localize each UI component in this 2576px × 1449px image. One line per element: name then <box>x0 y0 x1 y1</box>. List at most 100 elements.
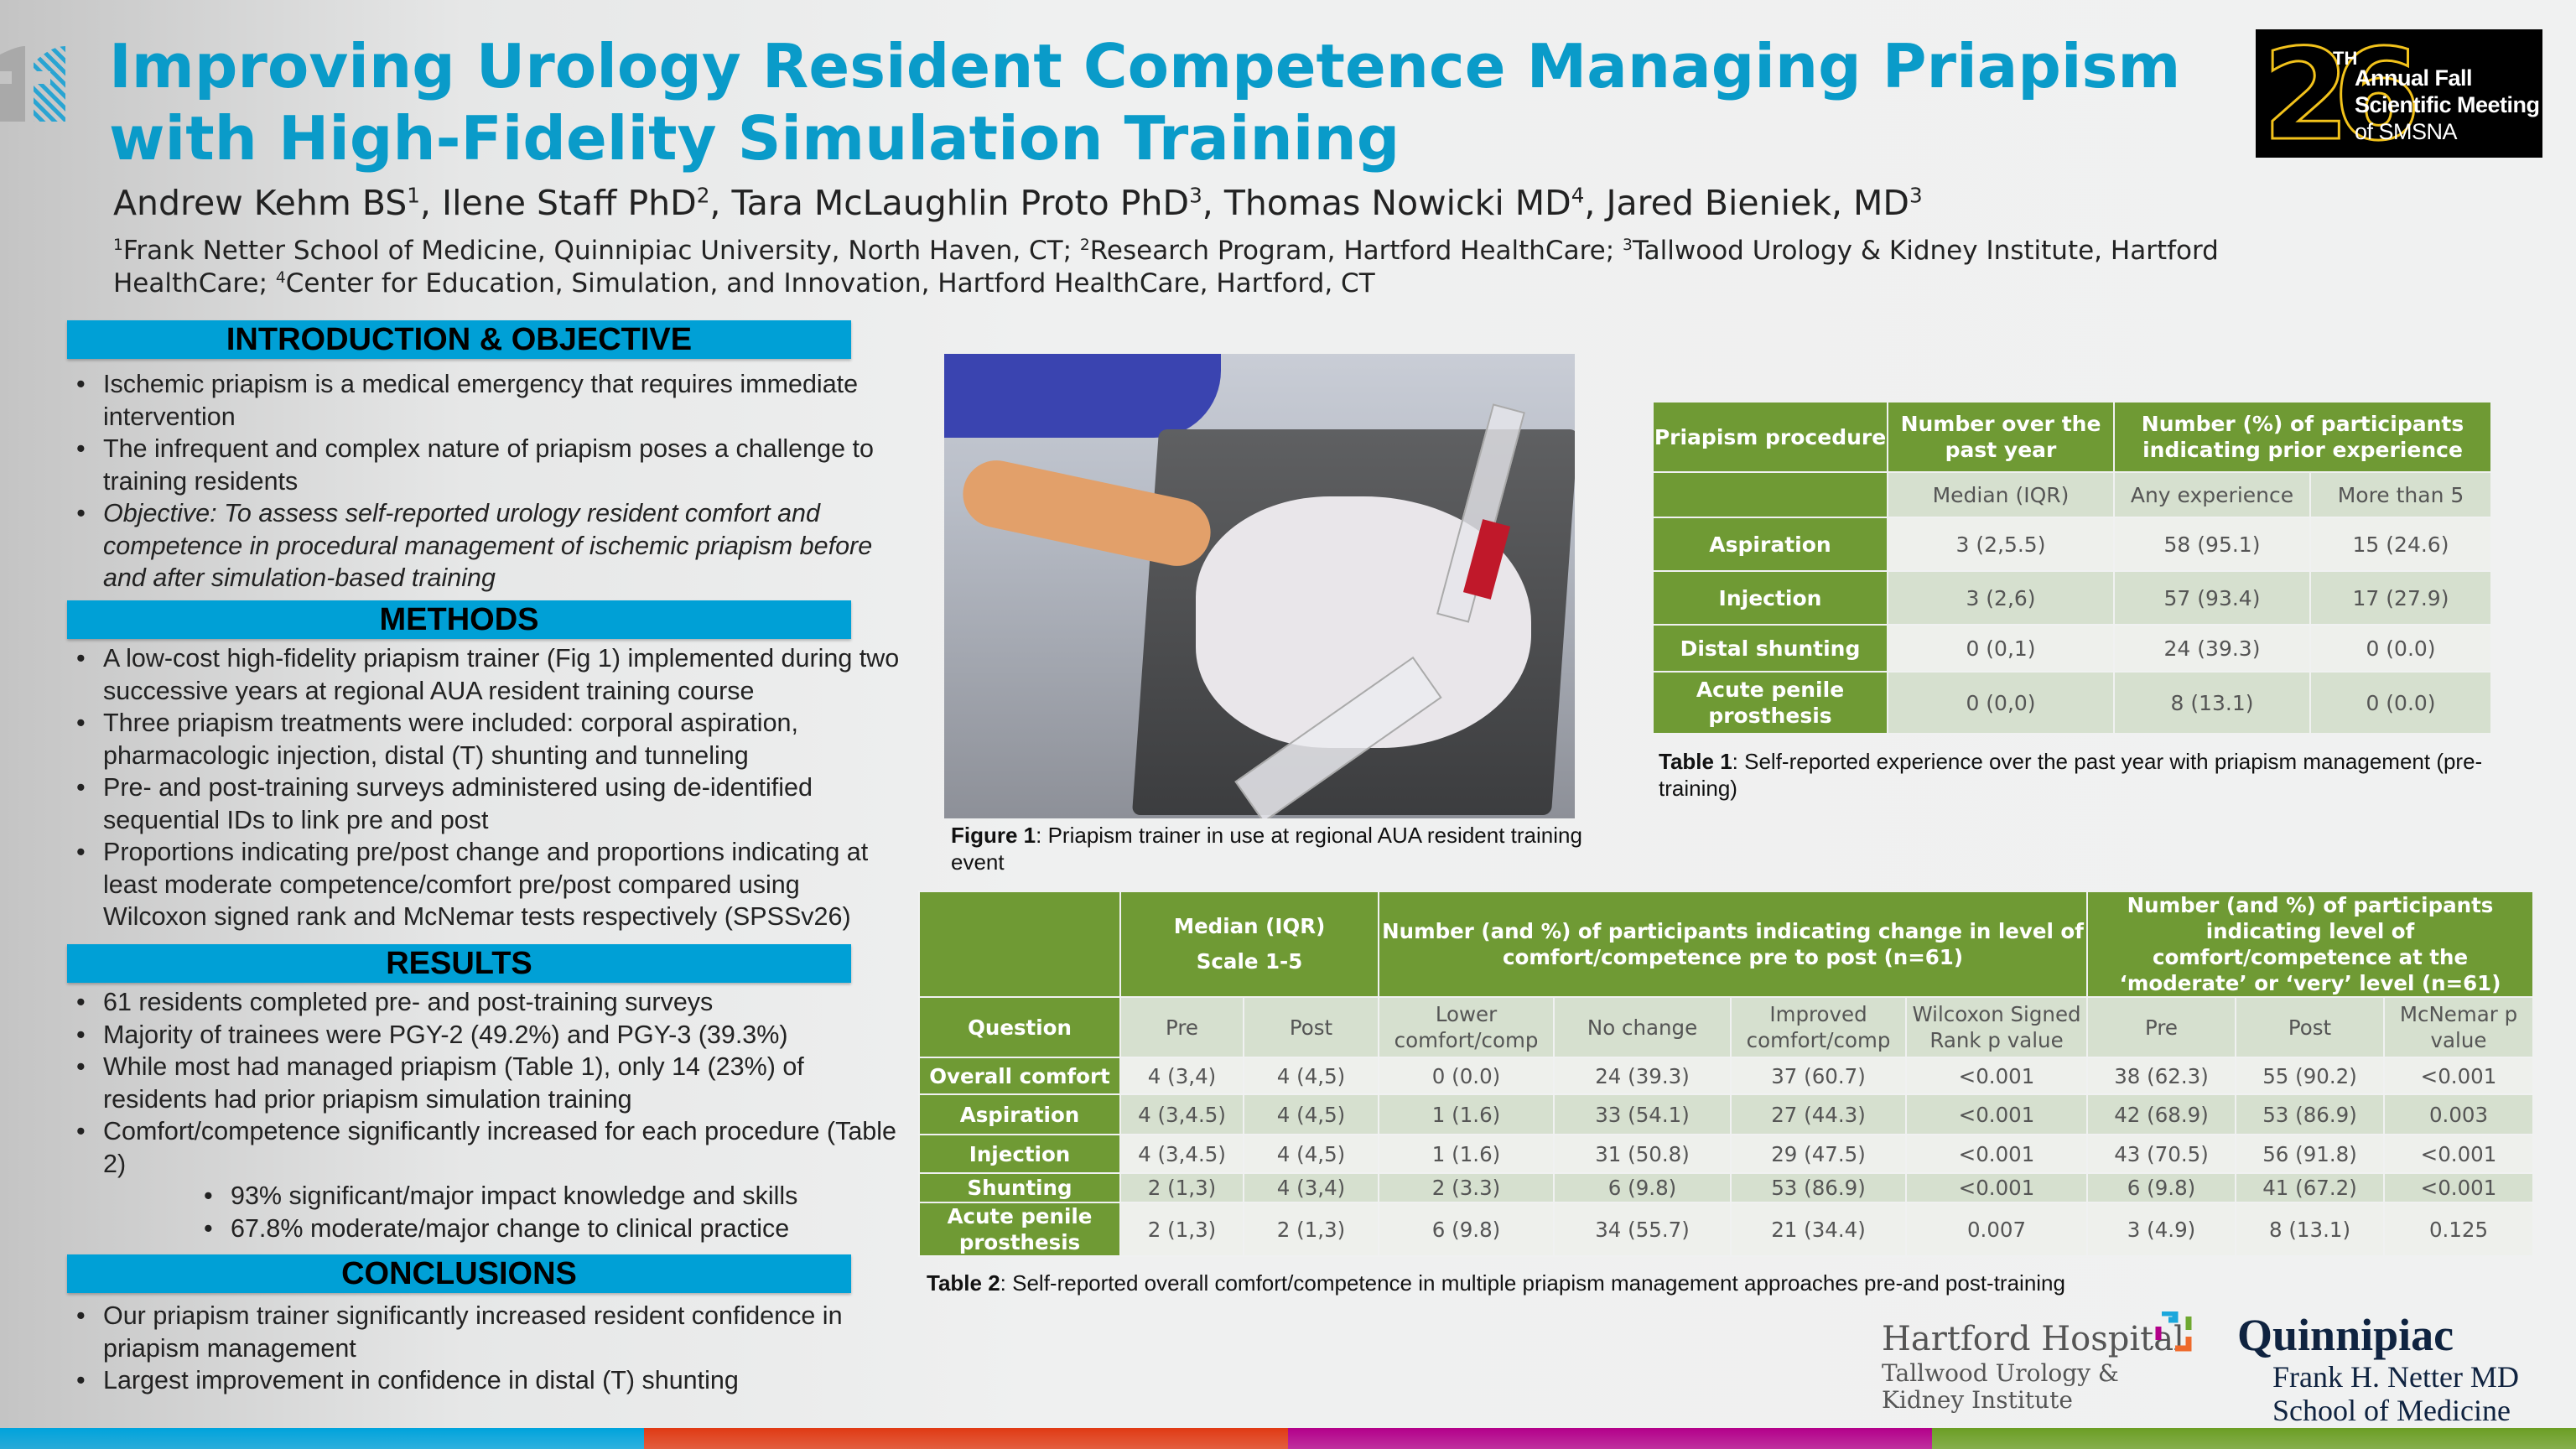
table-cell: 3 (2,6) <box>1887 570 2115 626</box>
logo-line: School of Medicine <box>2272 1394 2511 1427</box>
bullet-item: Objective: To assess self-reported urolo… <box>71 497 901 595</box>
logo-line: Hartford Hospital <box>1882 1320 2184 1358</box>
table-cell: 53 (86.9) <box>2235 1093 2386 1135</box>
subheader-cell: Lower comfort/comp <box>1378 996 1555 1058</box>
bullet-item: Majority of trainees were PGY-2 (49.2%) … <box>71 1019 901 1052</box>
poster-title: Improving Urology Resident Competence Ma… <box>109 30 2239 174</box>
table-cell: 42 (68.9) <box>2086 1093 2237 1135</box>
header-line: Median (IQR) <box>1173 914 1326 938</box>
row-label: Acute penile prosthesis <box>1652 671 1888 735</box>
intro-bullets: Ischemic priapism is a medical emergency… <box>71 368 901 595</box>
subheader-cell: Post <box>2235 996 2386 1058</box>
conclusions-bullets: Our priapism trainer significantly incre… <box>71 1300 901 1397</box>
author-list: Andrew Kehm BS1, Ilene Staff PhD2, Tara … <box>113 183 1923 223</box>
bullet-item: The infrequent and complex nature of pri… <box>71 433 901 497</box>
affiliation-text: Tallwood Urology & Kidney Institute, Har… <box>113 236 2219 299</box>
table-cell: 33 (54.1) <box>1553 1093 1732 1135</box>
logo-line: of SMSNA <box>2355 119 2458 144</box>
table-cell: 6 (9.8) <box>1378 1202 1555 1257</box>
bullet-item: While most had managed priapism (Table 1… <box>71 1051 901 1115</box>
header-line: Scale 1-5 <box>1196 949 1303 974</box>
bullet-item: Ischemic priapism is a medical emergency… <box>71 368 901 433</box>
header-cell: Median (IQR) Scale 1-5 <box>1119 891 1380 998</box>
table-cell: 0 (0,0) <box>1887 671 2115 735</box>
table-2-caption: Table 2: Self-reported overall comfort/c… <box>927 1270 2520 1296</box>
table-cell: 1 (1.6) <box>1378 1134 1555 1174</box>
bullet-item: A low-cost high-fidelity priapism traine… <box>71 642 901 707</box>
bar-segment <box>644 1428 1288 1449</box>
affiliations: 1Frank Netter School of Medicine, Quinni… <box>113 235 2377 300</box>
bullet-item: Largest improvement in confidence in dis… <box>71 1364 901 1397</box>
table-row: Acute penile prosthesis 0 (0,0) 8 (13.1) 0 … <box>1652 671 2493 735</box>
table-1: Priapism procedure Number over the past y… <box>1652 401 2493 735</box>
affiliation-mark: 3 <box>1623 236 1633 254</box>
table-row: Acute penile prosthesis 2 (1,3) 2 (1,3) 6 (… <box>918 1202 2535 1257</box>
table-cell: 4 (4,5) <box>1242 1134 1380 1174</box>
table-cell: <0.001 <box>2383 1172 2535 1203</box>
smsna-meeting-logo: 26 TH Annual Fall Scientific Meeting of … <box>2256 29 2542 158</box>
table-cell: 4 (3,4.5) <box>1119 1134 1244 1174</box>
table-cell: 56 (91.8) <box>2235 1134 2386 1174</box>
table-cell: 53 (86.9) <box>1730 1172 1908 1203</box>
table-header-row: Priapism procedure Number over the past y… <box>1652 401 2493 473</box>
header-cell: Number over the past year <box>1887 401 2115 473</box>
intro-heading: INTRODUCTION & OBJECTIVE <box>67 320 851 359</box>
bullet-item: Three priapism treatments were included:… <box>71 707 901 771</box>
table-cell: 2 (1,3) <box>1119 1172 1244 1203</box>
table-cell: 4 (4,5) <box>1242 1057 1380 1095</box>
title-line-2: with High-Fidelity Simulation Training <box>109 103 1400 174</box>
subheader-cell: Wilcoxon Signed Rank p value <box>1905 996 2089 1058</box>
caption-text: : Self-reported experience over the past… <box>1659 749 2483 801</box>
author-name: Jared Bieniek, MD <box>1606 183 1910 223</box>
figure-1-caption: Figure 1: Priapism trainer in use at reg… <box>951 822 1588 875</box>
table-cell: 17 (27.9) <box>2309 570 2493 626</box>
affiliation-mark: 4 <box>275 268 286 287</box>
subheader-cell: No change <box>1553 996 1732 1058</box>
author-affiliation-mark: 3 <box>1189 183 1202 208</box>
author-name: Tara McLaughlin Proto PhD <box>731 183 1190 223</box>
bullet-item: 67.8% moderate/major change to clinical … <box>71 1213 901 1245</box>
table-row: Overall comfort 4 (3,4) 4 (4,5) 0 (0.0) 24 (… <box>918 1057 2535 1095</box>
bullet-item: Proportions indicating pre/post change a… <box>71 836 901 933</box>
table-cell: 2 (1,3) <box>1242 1202 1380 1257</box>
table-cell: 0.003 <box>2383 1093 2535 1135</box>
header-cell: Number (and %) of participants indicatin… <box>1378 891 2089 998</box>
glove-shape <box>944 354 1221 438</box>
logo-line: Kidney Institute <box>1882 1386 2073 1414</box>
subheader-cell: Post <box>1242 996 1380 1058</box>
table-cell: 0 (0.0) <box>2309 624 2493 673</box>
row-label: Overall comfort <box>918 1057 1121 1095</box>
table-cell: 34 (55.7) <box>1553 1202 1732 1257</box>
affiliation-mark: 2 <box>1079 236 1090 254</box>
table-cell: 43 (70.5) <box>2086 1134 2237 1174</box>
bar-segment <box>1288 1428 1932 1449</box>
logo-line: Frank H. Netter MD <box>2272 1360 2519 1394</box>
table-cell: 4 (3,4) <box>1242 1172 1380 1203</box>
bullet-item: 61 residents completed pre- and post-tra… <box>71 986 901 1019</box>
caption-label: Table 2 <box>927 1270 1000 1296</box>
table-cell: 24 (39.3) <box>1553 1057 1732 1095</box>
subheader-cell: Median (IQR) <box>1887 471 2115 518</box>
table-cell: 4 (3,4.5) <box>1119 1093 1244 1135</box>
table-cell: 8 (13.1) <box>2235 1202 2386 1257</box>
row-label: Injection <box>918 1134 1121 1174</box>
quinnipiac-logo: Quinnipiac Frank H. Netter MD School of … <box>2237 1310 2519 1427</box>
author-name: Andrew Kehm BS <box>113 183 408 223</box>
author-affiliation-mark: 1 <box>407 183 420 208</box>
caption-text: : Self-reported overall comfort/competen… <box>1000 1270 2065 1296</box>
table-cell: 6 (9.8) <box>1553 1172 1732 1203</box>
table-cell: 3 (4.9) <box>2086 1202 2237 1257</box>
table-cell: 4 (3,4) <box>1119 1057 1244 1095</box>
table-row: Shunting 2 (1,3) 4 (3,4) 2 (3.3) 6 (9.8) 53 (… <box>918 1172 2535 1203</box>
subheader-cell: Pre <box>2086 996 2237 1058</box>
table-2: Median (IQR) Scale 1-5 Number (and %) of p… <box>918 891 2535 1257</box>
bullet-item: 93% significant/major impact knowledge a… <box>71 1180 901 1213</box>
affiliation-text: Research Program, Hartford HealthCare; <box>1089 236 1623 266</box>
hartford-hospital-logo: Hartford Hospital Tallwood Urology & Kid… <box>1882 1311 2192 1414</box>
table-cell: <0.001 <box>1905 1134 2089 1174</box>
table-row: Aspiration 4 (3,4.5) 4 (4,5) 1 (1.6) 33 (54.… <box>918 1093 2535 1135</box>
table-header-row: Median (IQR) Scale 1-5 Number (and %) of p… <box>918 891 2535 998</box>
logo-line: Quinnipiac <box>2237 1310 2454 1360</box>
subheader-cell: Pre <box>1119 996 1244 1058</box>
row-label: Shunting <box>918 1172 1121 1203</box>
